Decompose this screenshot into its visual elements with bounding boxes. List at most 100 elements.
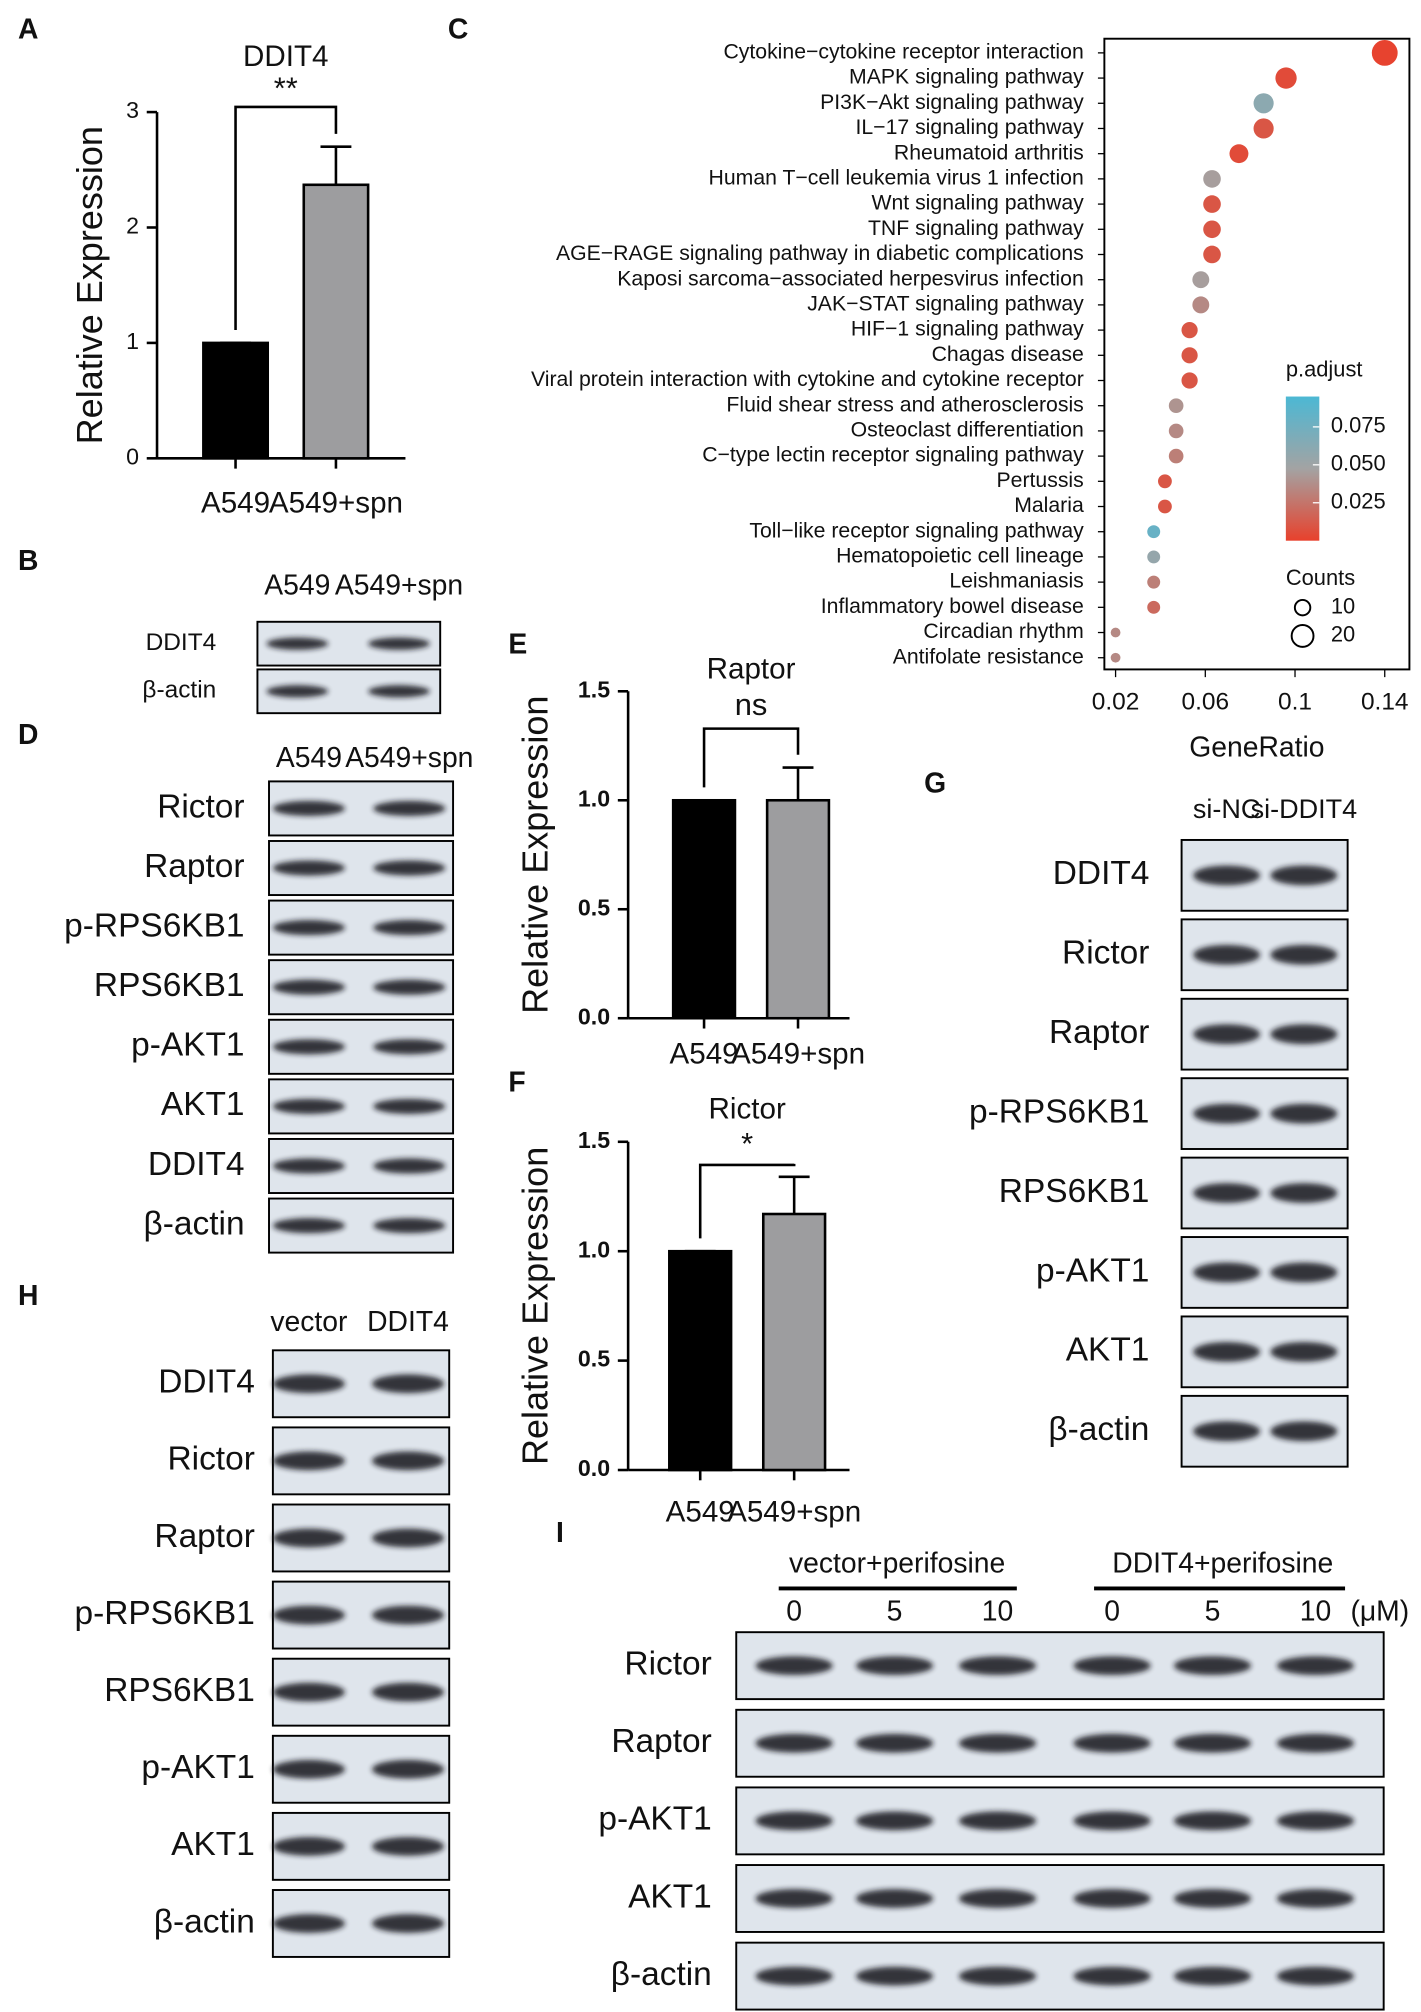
panel-label: C <box>448 12 468 44</box>
bar <box>671 798 737 1020</box>
band <box>855 1889 934 1908</box>
y-tick-label: Kaposi sarcoma−associated herpesvirus in… <box>617 267 1083 290</box>
y-tick-label: PI3K−Akt signaling pathway <box>820 91 1084 114</box>
band <box>272 1158 345 1174</box>
band <box>371 1759 445 1779</box>
x-tick-label: A549+spn <box>731 1037 865 1070</box>
lane-label: 0 <box>786 1594 802 1626</box>
row-label: p-AKT1 <box>598 1801 711 1838</box>
dot <box>1147 575 1161 589</box>
row-label: DDIT4 <box>148 1146 245 1183</box>
bar <box>668 1249 733 1472</box>
band <box>1173 1966 1252 1986</box>
band <box>368 685 430 698</box>
panel-label: G <box>924 767 946 799</box>
y-tick-label: 1.5 <box>578 1127 610 1153</box>
significance-bracket <box>702 727 800 788</box>
dot <box>1203 245 1221 264</box>
row-label: AKT1 <box>628 1878 712 1915</box>
band <box>1173 1889 1252 1908</box>
band <box>272 1451 345 1471</box>
blot-panel <box>735 1631 1385 1701</box>
band <box>266 637 329 650</box>
row-label: RPS6KB1 <box>999 1173 1150 1210</box>
y-tick-label: Viral protein interaction with cytokine … <box>531 368 1084 391</box>
y-tick-label: Fluid shear stress and atherosclerosis <box>726 393 1083 416</box>
band <box>958 1656 1037 1676</box>
band <box>755 1733 833 1753</box>
band <box>755 1811 833 1831</box>
band <box>1276 1656 1355 1676</box>
panel-label: A <box>18 12 38 44</box>
band <box>958 1811 1037 1831</box>
band <box>1276 1733 1355 1753</box>
y-axis-label: Relative Expression <box>69 126 110 444</box>
error-bar <box>320 145 352 185</box>
dot <box>1147 550 1161 564</box>
row-label: DDIT4 <box>146 629 217 656</box>
band <box>371 1451 445 1471</box>
row-label: Raptor <box>1049 1014 1149 1051</box>
colorbar-label: 0.025 <box>1331 489 1386 514</box>
dot <box>1203 170 1221 188</box>
row-label: Rictor <box>157 788 244 825</box>
y-tick-label: Toll−like receptor signaling pathway <box>749 519 1084 542</box>
y-tick-label: 1.5 <box>578 676 610 702</box>
row-label: Raptor <box>144 848 244 885</box>
band <box>373 1098 446 1114</box>
x-tick-label: 0.06 <box>1182 688 1230 715</box>
y-tick-label: IL−17 signaling pathway <box>855 116 1084 139</box>
band <box>373 800 446 816</box>
band <box>1276 1889 1355 1908</box>
y-axis-label: Relative Expression <box>515 696 556 1014</box>
colorbar-label: 0.050 <box>1331 451 1386 476</box>
lane-label: 0 <box>1104 1594 1120 1626</box>
y-tick-label: 1.0 <box>578 785 610 811</box>
panel-label: H <box>18 1279 38 1311</box>
y-tick-label: 0 <box>126 443 139 469</box>
band <box>855 1966 934 1986</box>
band <box>1073 1966 1151 1986</box>
colorbar-label: 0.075 <box>1331 413 1386 438</box>
group-label: DDIT4+perifosine <box>1112 1547 1333 1579</box>
x-tick-label: A549 <box>670 1037 739 1070</box>
dot <box>1371 39 1398 66</box>
row-label: Rictor <box>624 1646 711 1683</box>
band <box>272 1914 345 1933</box>
y-tick-label: 1 <box>126 328 139 354</box>
band <box>373 979 446 995</box>
y-tick-label: MAPK signaling pathway <box>849 66 1084 89</box>
band <box>371 1914 445 1933</box>
band <box>1193 1341 1261 1362</box>
x-tick-label: 0.1 <box>1278 688 1312 715</box>
y-tick-label: 0.0 <box>578 1455 610 1481</box>
row-label: Raptor <box>611 1723 711 1760</box>
size-key <box>1290 624 1315 648</box>
band <box>1193 1183 1261 1203</box>
y-tick-label: HIF−1 signaling pathway <box>851 318 1084 341</box>
band <box>1173 1733 1252 1753</box>
row-label: p-RPS6KB1 <box>64 907 244 944</box>
blot-panel <box>735 1786 1385 1856</box>
y-tick-label: Antifolate resistance <box>893 645 1084 668</box>
band <box>1270 1262 1338 1283</box>
dot <box>1168 448 1184 464</box>
band <box>272 1374 345 1394</box>
band <box>1193 865 1261 886</box>
row-label: Raptor <box>154 1518 254 1555</box>
chart-title: Rictor <box>709 1093 786 1126</box>
y-tick-label: Leishmaniasis <box>949 570 1083 593</box>
dot <box>1181 347 1198 364</box>
dot <box>1147 600 1161 614</box>
dot <box>1147 525 1161 539</box>
x-tick-label: 0.02 <box>1092 688 1140 715</box>
y-tick-label: Cytokine−cytokine receptor interaction <box>723 40 1083 63</box>
plot-frame <box>1103 37 1411 671</box>
band <box>958 1966 1037 1986</box>
band <box>1193 1024 1261 1045</box>
band <box>272 1528 345 1548</box>
lane-label: 10 <box>1300 1594 1331 1626</box>
y-axis-label: Relative Expression <box>515 1147 556 1465</box>
band <box>371 1837 445 1856</box>
y-tick-label: Human T−cell leukemia virus 1 infection <box>709 166 1084 189</box>
